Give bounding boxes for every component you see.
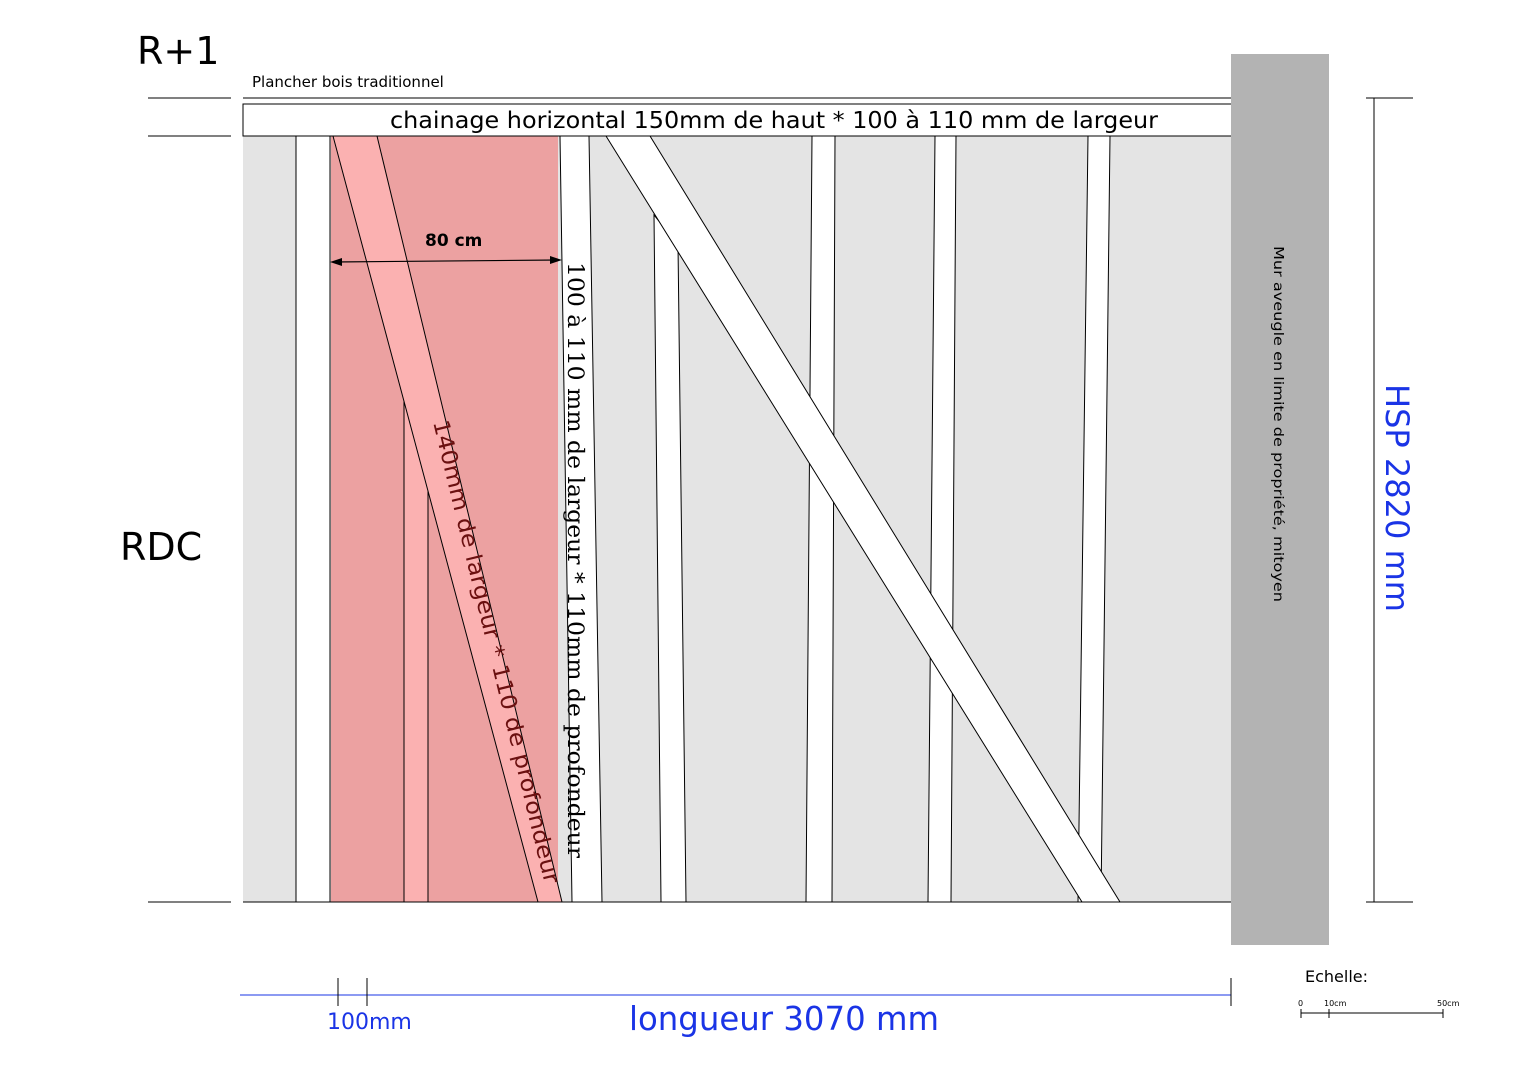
level-ground-label: RDC	[120, 525, 202, 569]
ring-beam-label: chainage horizontal 150mm de haut * 100 …	[390, 108, 1159, 134]
stud-section-label: 100 à 110 mm de largeur * 110mm de profo…	[562, 262, 587, 859]
level-upper-label: R+1	[137, 29, 219, 73]
scale-tick-label-0: 0	[1298, 999, 1303, 1008]
stud-1	[295, 135, 331, 903]
length-label: longueur 3070 mm	[629, 999, 939, 1038]
scale-tick-label-50: 50cm	[1437, 999, 1460, 1008]
bay-width-label: 80 cm	[425, 231, 482, 251]
floor-type-label: Plancher bois traditionnel	[252, 73, 444, 91]
scale-tick-label-10: 10cm	[1324, 999, 1347, 1008]
party-wall-label: Mur aveugle en limite de propriété, mito…	[1270, 246, 1285, 602]
party-wall	[1231, 54, 1329, 945]
height-label: HSP 2820 mm	[1378, 384, 1416, 612]
bay-dim-arrow-left	[330, 258, 342, 266]
scale-title: Echelle:	[1305, 967, 1368, 986]
stud-width-label: 100mm	[327, 1010, 412, 1035]
bay-dim-arrow-right	[550, 256, 562, 264]
bay-dim-line	[333, 259, 559, 263]
